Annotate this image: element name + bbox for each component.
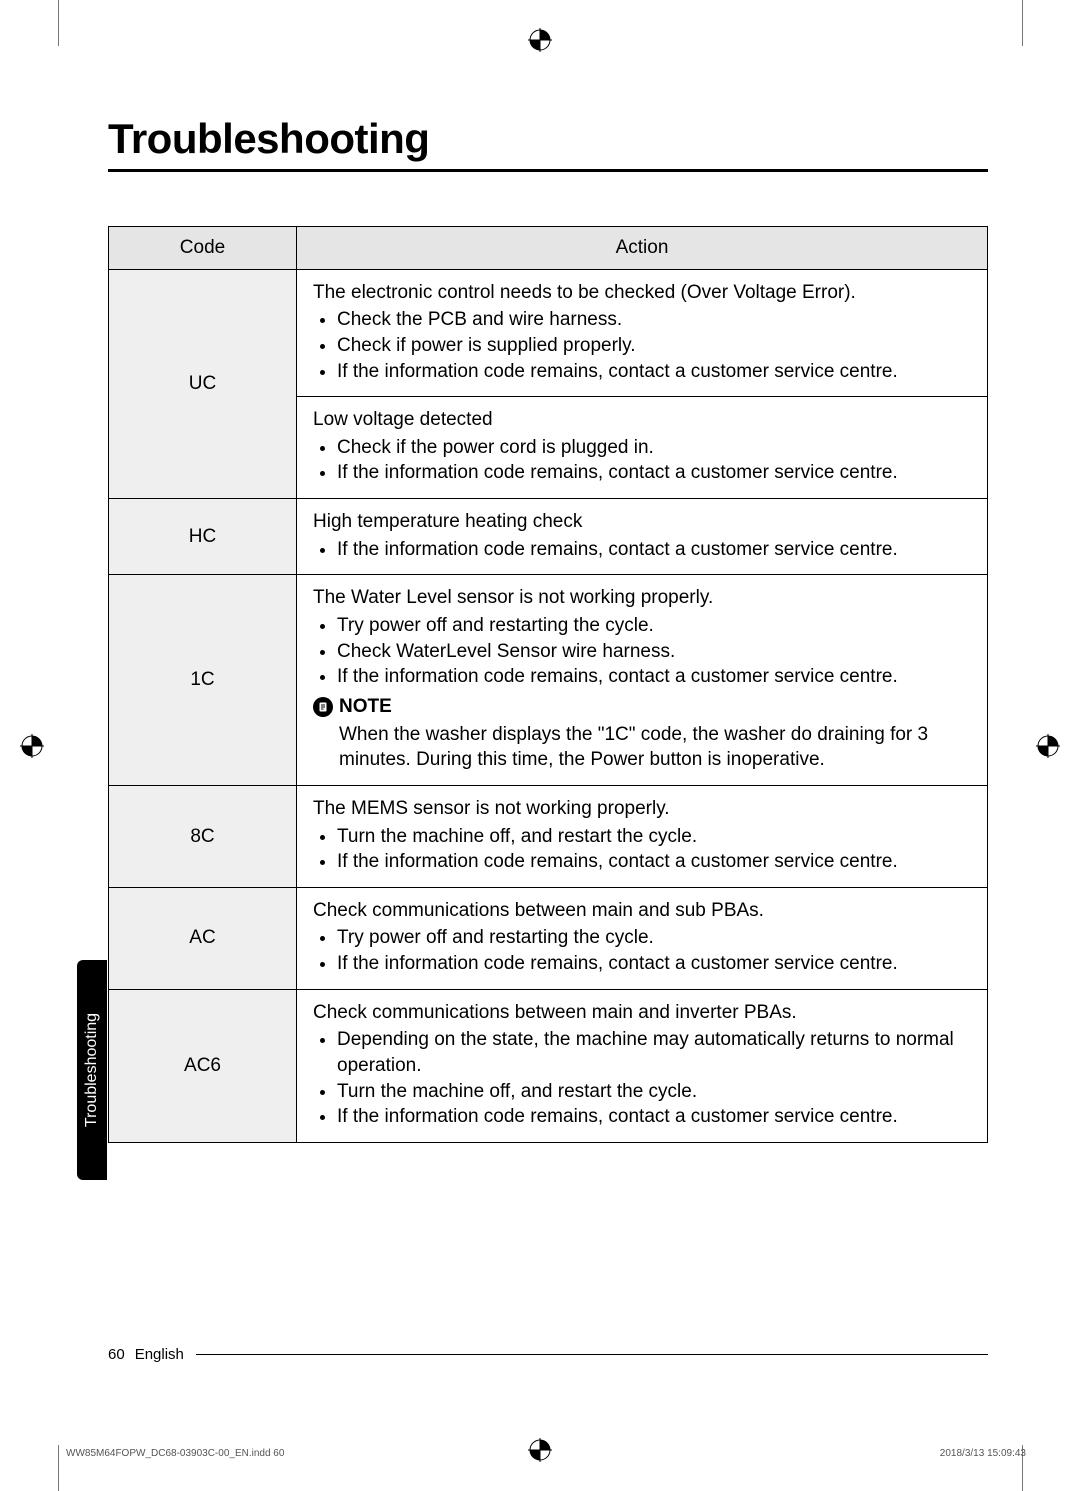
table-row: AC Check communications between main and …: [109, 887, 988, 989]
action-title: High temperature heating check: [313, 509, 971, 535]
action-list-item: If the information code remains, contact…: [337, 951, 971, 977]
code-cell: HC: [109, 499, 297, 575]
action-cell: The electronic control needs to be check…: [297, 269, 988, 397]
action-cell: High temperature heating checkIf the inf…: [297, 499, 988, 575]
table-header-action: Action: [297, 227, 988, 270]
page-title: Troubleshooting: [108, 115, 988, 172]
note-icon: [313, 697, 333, 717]
table-row: HCHigh temperature heating checkIf the i…: [109, 499, 988, 575]
crop-line: [58, 0, 59, 46]
table-row: AC6 Check communications between main and…: [109, 989, 988, 1142]
action-list-item: Check the PCB and wire harness.: [337, 307, 971, 333]
action-list-item: Try power off and restarting the cycle.: [337, 613, 971, 639]
action-title: Check communications between main and in…: [313, 1000, 971, 1026]
action-list-item: If the information code remains, contact…: [337, 359, 971, 385]
action-list-item: If the information code remains, contact…: [337, 537, 971, 563]
table-row: 1C The Water Level sensor is not working …: [109, 575, 988, 785]
print-file-info: WW85M64FOPW_DC68-03903C-00_EN.indd 60: [66, 1448, 284, 1459]
print-timestamp: 2018/3/13 15:09:43: [940, 1448, 1026, 1459]
crop-line: [58, 1445, 59, 1491]
table-row: UCThe electronic control needs to be che…: [109, 269, 988, 397]
code-cell: 1C: [109, 575, 297, 785]
code-cell: AC: [109, 887, 297, 989]
action-list-item: Check if power is supplied properly.: [337, 333, 971, 359]
crop-line: [1022, 0, 1023, 46]
action-list: If the information code remains, contact…: [313, 537, 971, 563]
registration-mark-left: [20, 734, 44, 758]
action-list-item: If the information code remains, contact…: [337, 849, 971, 875]
action-list: Turn the machine off, and restart the cy…: [313, 824, 971, 875]
action-title: The electronic control needs to be check…: [313, 280, 971, 306]
code-cell: 8C: [109, 785, 297, 887]
footer-rule: [196, 1354, 988, 1355]
action-cell: Low voltage detectedCheck if the power c…: [297, 397, 988, 499]
page-content: Troubleshooting Code Action UCThe electr…: [108, 115, 988, 1143]
action-list: Check if the power cord is plugged in.If…: [313, 435, 971, 486]
code-cell: AC6: [109, 989, 297, 1142]
table-row: 8CThe MEMS sensor is not working properl…: [109, 785, 988, 887]
section-tab-label: Troubleshooting: [83, 1013, 101, 1127]
note-label: NOTE: [339, 694, 392, 720]
action-list-item: If the information code remains, contact…: [337, 1104, 971, 1130]
action-cell: The Water Level sensor is not working pr…: [297, 575, 988, 785]
action-list-item: Check if the power cord is plugged in.: [337, 435, 971, 461]
note-row: NOTE: [313, 694, 971, 720]
action-list: Check the PCB and wire harness.Check if …: [313, 307, 971, 384]
registration-mark-right: [1036, 734, 1060, 758]
action-cell: The MEMS sensor is not working properly.…: [297, 785, 988, 887]
action-list-item: If the information code remains, contact…: [337, 460, 971, 486]
page-language: English: [135, 1346, 184, 1363]
page-footer: 60 English: [108, 1346, 988, 1363]
print-footer: WW85M64FOPW_DC68-03903C-00_EN.indd 60 20…: [66, 1448, 1026, 1459]
action-list-item: Check WaterLevel Sensor wire harness.: [337, 639, 971, 665]
code-cell: UC: [109, 269, 297, 498]
action-list-item: Try power off and restarting the cycle.: [337, 925, 971, 951]
action-list: Depending on the state, the machine may …: [313, 1027, 971, 1130]
section-tab: Troubleshooting: [77, 960, 107, 1180]
action-cell: Check communications between main and su…: [297, 887, 988, 989]
troubleshooting-table: Code Action UCThe electronic control nee…: [108, 226, 988, 1143]
action-list-item: Turn the machine off, and restart the cy…: [337, 824, 971, 850]
page-number: 60: [108, 1346, 125, 1363]
action-title: Check communications between main and su…: [313, 898, 971, 924]
action-list: Try power off and restarting the cycle.I…: [313, 925, 971, 976]
action-cell: Check communications between main and in…: [297, 989, 988, 1142]
registration-mark-top: [528, 28, 552, 52]
action-list-item: If the information code remains, contact…: [337, 664, 971, 690]
action-title: Low voltage detected: [313, 407, 971, 433]
action-list: Try power off and restarting the cycle.C…: [313, 613, 971, 690]
note-text: When the washer displays the "1C" code, …: [313, 722, 971, 773]
action-list-item: Depending on the state, the machine may …: [337, 1027, 971, 1078]
action-title: The Water Level sensor is not working pr…: [313, 585, 971, 611]
table-header-code: Code: [109, 227, 297, 270]
action-title: The MEMS sensor is not working properly.: [313, 796, 971, 822]
action-list-item: Turn the machine off, and restart the cy…: [337, 1079, 971, 1105]
